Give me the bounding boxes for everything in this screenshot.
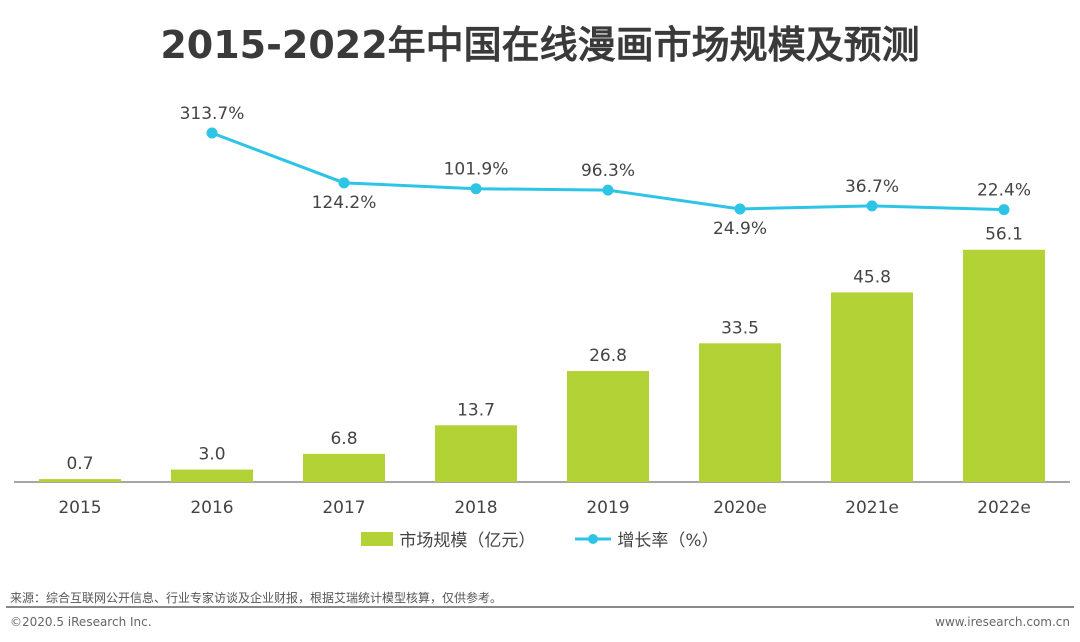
x-tick-label: 2018 [454,498,497,518]
bar [699,343,781,482]
legend: 市场规模（亿元） 增长率（%） [0,526,1080,551]
growth-point [602,184,614,196]
bar-label: 26.8 [589,346,627,366]
growth-point [734,203,746,215]
bar [963,249,1045,482]
growth-label: 96.3% [581,161,635,181]
x-tick-label: 2022e [977,498,1031,518]
bar [831,292,913,482]
growth-label: 24.9% [713,219,767,239]
legend-item-line: 增长率（%） [575,526,719,551]
bar [39,479,121,482]
x-tick-label: 2019 [586,498,629,518]
x-tick-label: 2020e [713,498,767,518]
bar-label: 45.8 [853,267,891,287]
legend-label-bar: 市场规模（亿元） [399,531,536,551]
source-note: 来源：综合互联网公开信息、行业专家访谈及企业财报，根据艾瑞统计模型核算，仅供参考… [10,591,503,605]
x-tick-label: 2017 [322,498,365,518]
bar [303,453,385,482]
chart-area: 0.7 2015 3.0 2016 6.8 2017 13.7 2018 26.8 2019 33.… [14,104,1070,518]
x-tick-label: 2015 [58,498,101,518]
website: www.iresearch.com.cn [935,615,1070,629]
bar [171,469,253,482]
growth-label: 36.7% [845,177,899,197]
bar-label: 6.8 [330,429,357,449]
growth-point [338,177,350,189]
growth-point [866,200,878,212]
bar-label: 13.7 [457,400,495,420]
footer-divider [6,606,1074,608]
bar-label: 3.0 [198,445,225,465]
bar-label: 56.1 [985,225,1023,245]
bar-label: 33.5 [721,318,759,338]
legend-label-line: 增长率（%） [617,531,719,551]
growth-label: 313.7% [180,104,245,124]
growth-label: 124.2% [312,193,377,213]
x-tick-label: 2016 [190,498,233,518]
growth-label: 22.4% [977,181,1031,201]
growth-point [206,127,218,139]
bar [567,371,649,482]
growth-point [998,204,1010,216]
x-tick-label: 2021e [845,498,899,518]
bar [435,425,517,482]
bar-label: 0.7 [66,454,93,474]
legend-swatch-line [575,533,612,544]
growth-label: 101.9% [444,160,509,180]
legend-swatch-bar [361,531,394,546]
copyright: ©2020.5 iResearch Inc. [10,615,152,629]
chart-title: 2015-2022年中国在线漫画市场规模及预测 [160,23,920,67]
legend-item-bar: 市场规模（亿元） [361,526,535,551]
growth-point [470,183,482,195]
